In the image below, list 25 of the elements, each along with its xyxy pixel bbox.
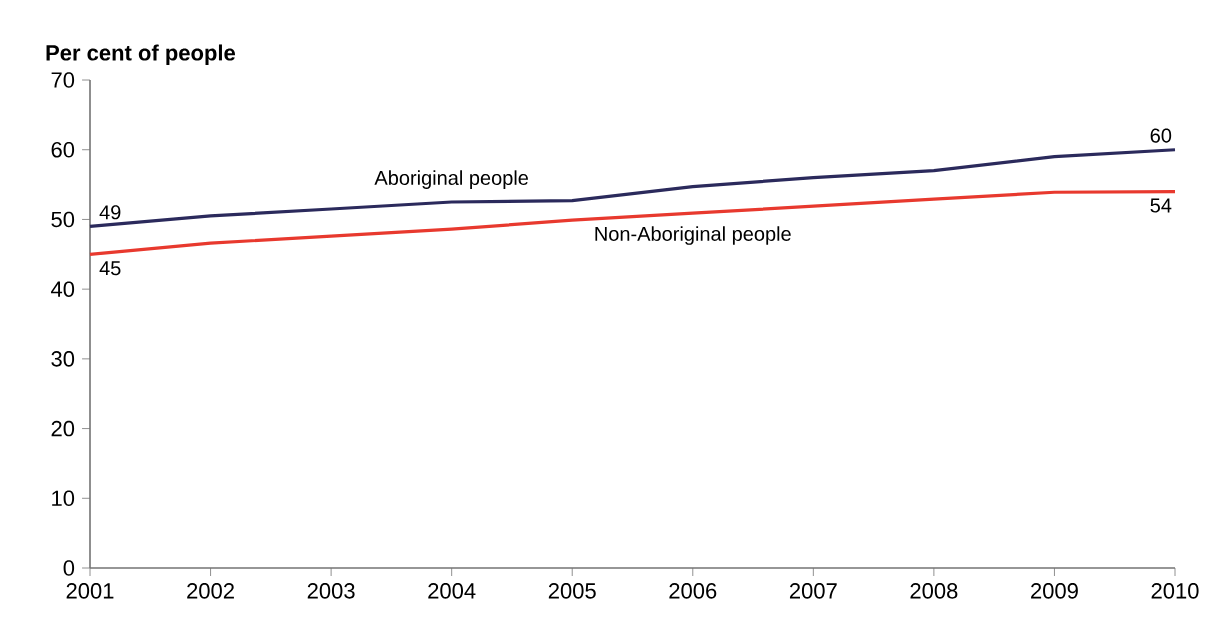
y-tick-label: 30 [51,351,75,367]
y-tick-label: 20 [51,420,75,437]
x-tick-label: 2002 [187,583,234,599]
y-axis-title: Per cent of people [46,44,236,65]
series-label: Aboriginal people [374,170,528,189]
x-tick-label: 2003 [307,583,355,599]
y-tick-label: 0 [63,560,75,576]
data-label: 49 [99,205,121,220]
x-tick-label: 2004 [428,583,476,599]
y-tick-label: 40 [51,281,75,297]
x-tick-label: 2010 [1151,583,1199,599]
x-tick-label: 2006 [669,583,717,599]
data-label: 45 [99,261,121,276]
y-tick-label: 60 [51,141,75,158]
data-label: 60 [1150,128,1172,143]
x-tick-label: 2009 [1031,583,1078,599]
x-tick-label: 2001 [66,583,114,599]
data-label: 54 [1150,198,1172,213]
x-tick-label: 2005 [548,583,596,599]
y-tick-label: 10 [52,490,75,507]
series-label: Non-Aboriginal people [595,226,791,245]
y-tick-label: 50 [51,211,75,228]
x-tick-label: 2007 [789,583,837,599]
y-tick-label: 70 [51,72,75,88]
x-tick-label: 2008 [910,583,958,599]
